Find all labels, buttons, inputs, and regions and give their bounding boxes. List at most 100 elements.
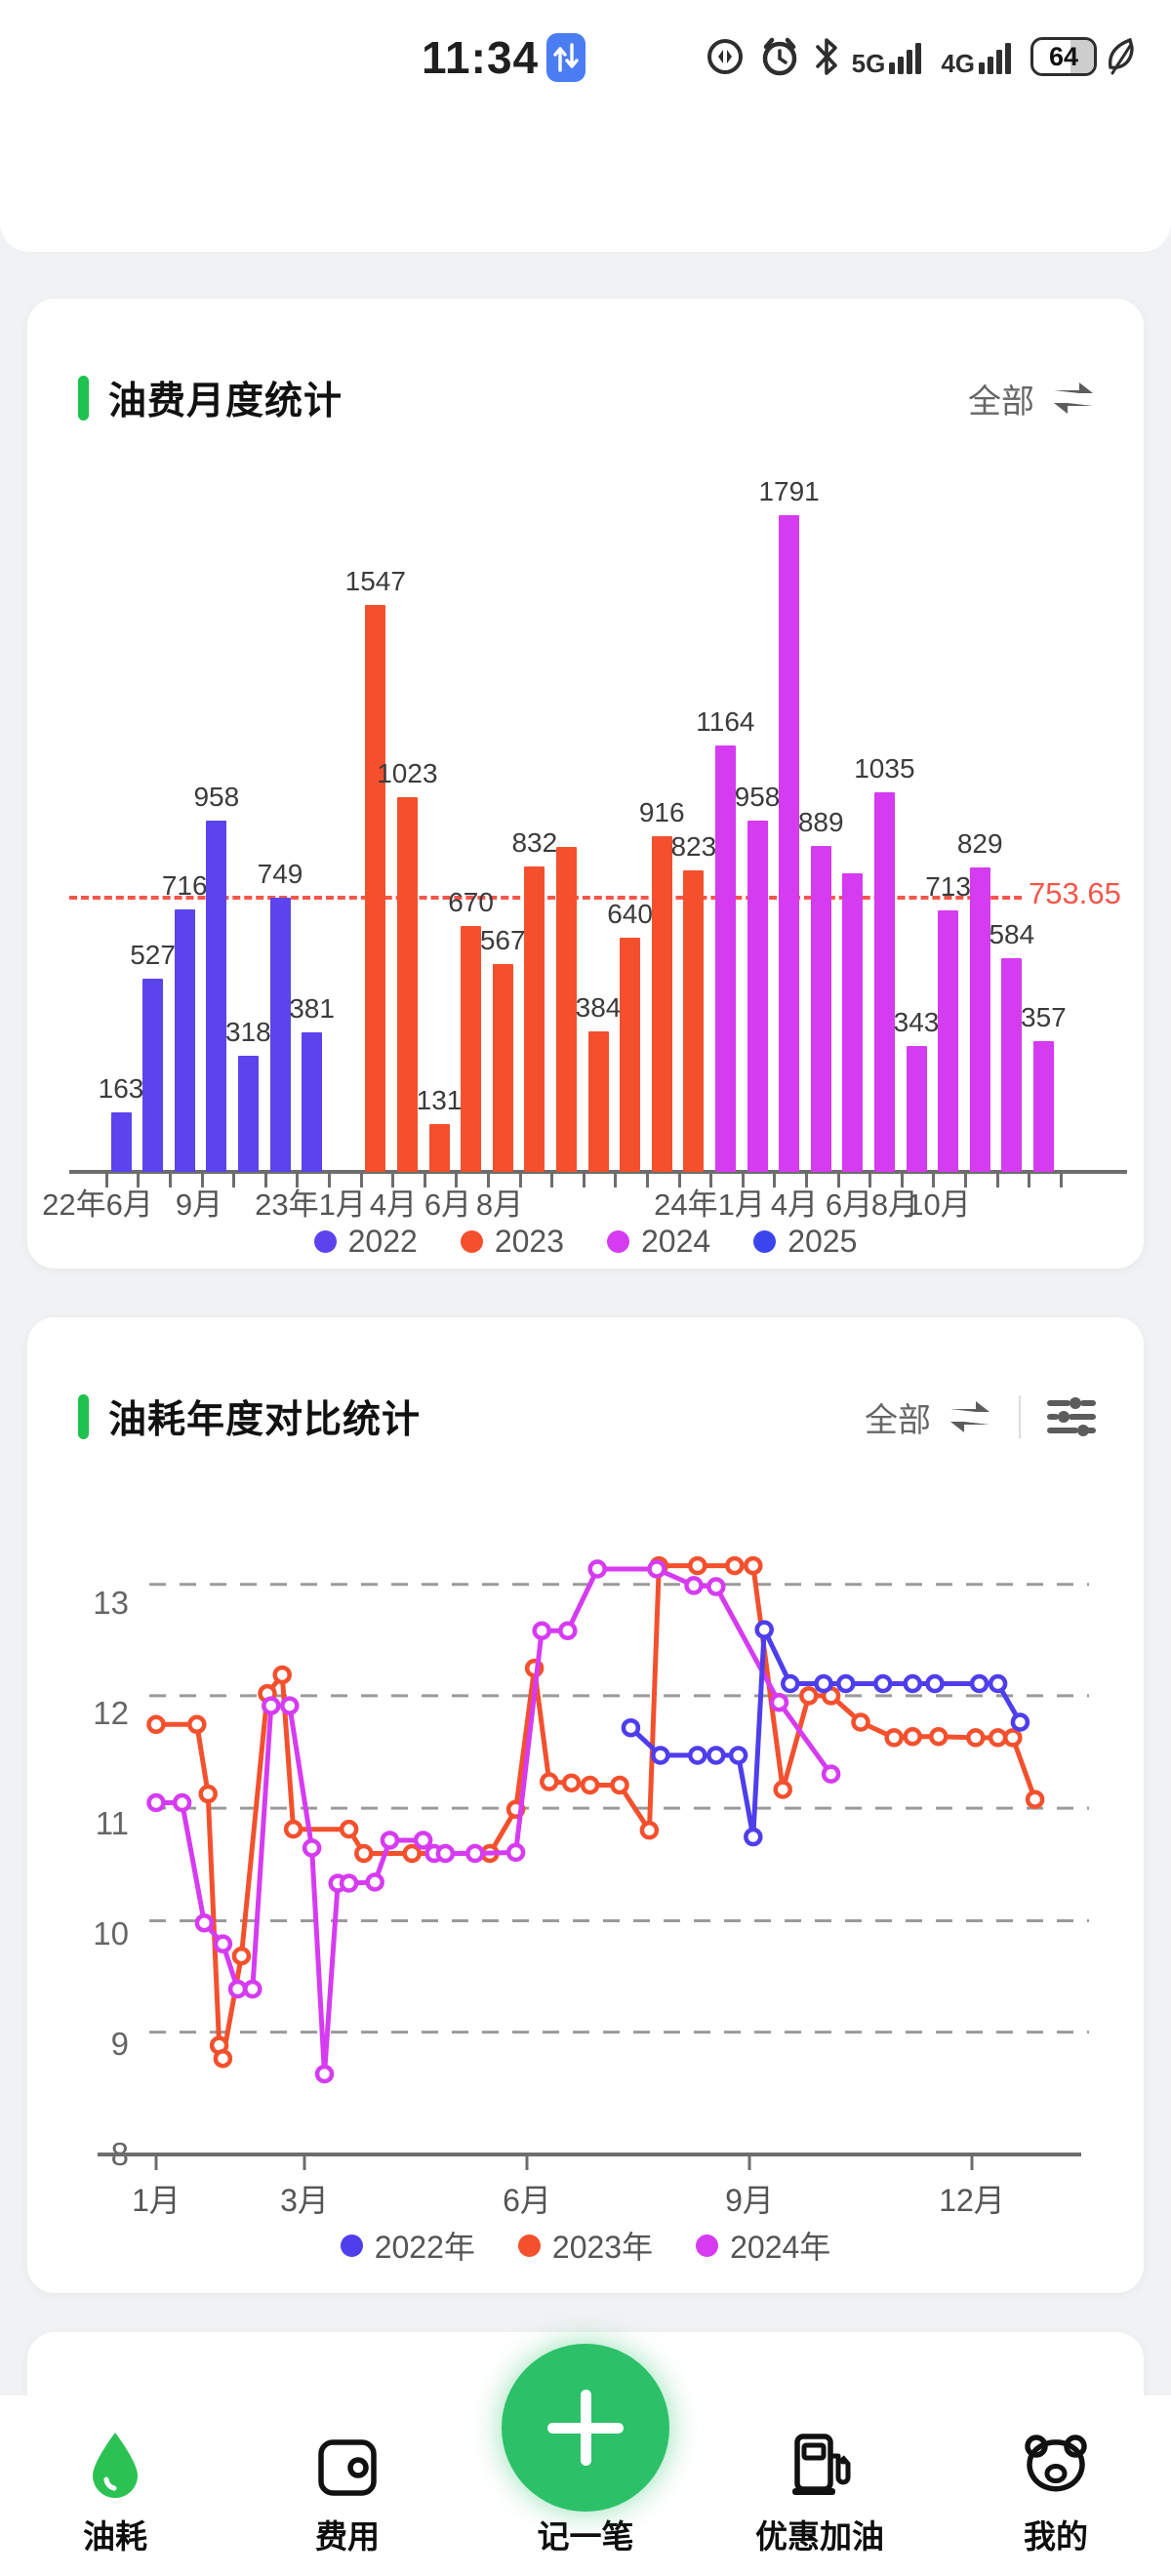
data-point-2022年[interactable] [814,1673,833,1694]
data-point-2022年[interactable] [925,1673,945,1694]
data-point-2023年[interactable] [610,1775,629,1795]
data-point-2022年[interactable] [1010,1712,1030,1732]
bar-2024-343[interactable] [906,1046,927,1172]
legend-item-2024年[interactable]: 2024年 [696,2223,830,2268]
data-point-2024年[interactable] [194,1912,215,1933]
bar-2024-1164[interactable] [714,745,736,1172]
data-point-2023年[interactable] [929,1726,949,1747]
data-point-2024年[interactable] [365,1872,384,1892]
data-point-2024年[interactable] [684,1576,704,1595]
data-point-2023年[interactable] [688,1555,707,1576]
data-point-2024年[interactable] [243,1979,262,1999]
legend-item-2025[interactable]: 2025 [753,1224,857,1260]
data-point-2024年[interactable] [227,1979,248,1999]
bar-2024-357[interactable] [1032,1041,1054,1172]
swap-filter-icon[interactable] [1050,377,1097,420]
data-point-2024年[interactable] [146,1792,166,1813]
settings-sliders-icon[interactable] [1046,1395,1097,1438]
bar-2023-384[interactable] [587,1031,609,1172]
bar-2023-832[interactable] [524,866,545,1172]
data-point-2024年[interactable] [647,1559,666,1579]
data-point-2023年[interactable] [561,1773,582,1792]
data-point-2024年[interactable] [280,1696,300,1715]
bar-2022-318[interactable] [237,1056,259,1172]
data-point-2024年[interactable] [172,1792,192,1813]
data-point-2023年[interactable] [580,1775,600,1795]
data-point-2024年[interactable] [413,1831,433,1850]
legend-item-2022年[interactable]: 2022年 [340,2223,475,2268]
data-point-2022年[interactable] [744,1827,763,1847]
nav-item-profile[interactable]: 我的 [958,2395,1153,2576]
data-point-2023年[interactable] [988,1728,1008,1748]
bar-2024-584[interactable] [1001,958,1023,1172]
data-point-2022年[interactable] [651,1746,670,1765]
bar-2024-829[interactable] [969,867,990,1172]
nav-item-discount-fuel[interactable]: 优惠加油 [722,2395,917,2576]
data-point-2024年[interactable] [435,1843,456,1864]
add-record-button[interactable] [502,2344,669,2512]
data-point-2023年[interactable] [213,2048,233,2069]
legend-item-2023[interactable]: 2023 [460,1224,564,1260]
bar-2022-527[interactable] [142,979,164,1172]
bar-2022-749[interactable] [269,898,291,1172]
bar-2023-823[interactable] [683,870,705,1172]
data-point-2022年[interactable] [728,1746,748,1765]
data-point-2024年[interactable] [302,1838,322,1858]
data-point-2024年[interactable] [707,1577,726,1596]
data-point-2023年[interactable] [1003,1728,1023,1748]
data-point-2023年[interactable] [639,1821,660,1840]
bar-2024-1035[interactable] [873,792,895,1172]
bar-2023-916[interactable] [651,836,672,1172]
series-line-2022年[interactable] [627,1627,1023,1840]
data-point-2022年[interactable] [754,1620,774,1639]
data-point-2022年[interactable] [707,1746,726,1765]
data-point-2024年[interactable] [380,1831,400,1850]
data-point-2024年[interactable] [339,1873,359,1893]
data-point-2023年[interactable] [903,1726,922,1747]
data-point-2022年[interactable] [873,1673,893,1694]
bar-2023-1023[interactable] [396,797,418,1172]
bar-2023-887[interactable] [555,847,577,1172]
data-point-2023年[interactable] [272,1665,292,1685]
bar-2022-163[interactable] [110,1112,132,1172]
data-point-2023年[interactable] [402,1843,422,1864]
data-point-2023年[interactable] [187,1714,207,1735]
legend-item-2022[interactable]: 2022 [313,1224,418,1260]
legend-item-2024[interactable]: 2024 [607,1224,710,1260]
bar-2022-958[interactable] [206,821,227,1172]
legend-item-2023年[interactable]: 2023年 [517,2223,653,2268]
data-point-2024年[interactable] [213,1934,233,1953]
series-line-2023年[interactable] [153,1563,1038,2062]
data-point-2022年[interactable] [688,1746,707,1765]
bar-2024-958[interactable] [747,821,768,1172]
data-point-2023年[interactable] [146,1714,166,1735]
data-point-2023年[interactable] [725,1555,745,1576]
bar-2023-670[interactable] [461,926,482,1172]
nav-item-fuel[interactable]: 油耗 [18,2395,213,2576]
data-point-2023年[interactable] [540,1772,559,1791]
data-point-2024年[interactable] [505,1842,526,1863]
data-point-2023年[interactable] [966,1728,986,1748]
filter-all-label[interactable]: 全部 [968,382,1034,421]
data-point-2023年[interactable] [744,1555,763,1576]
data-point-2023年[interactable] [198,1784,218,1804]
bar-2022-716[interactable] [174,909,195,1172]
data-point-2024年[interactable] [532,1621,551,1640]
data-point-2023年[interactable] [354,1843,374,1864]
data-point-2024年[interactable] [558,1621,578,1640]
data-point-2023年[interactable] [799,1686,819,1706]
data-point-2022年[interactable] [781,1673,800,1694]
data-point-2024年[interactable] [465,1843,485,1864]
bar-2023-1547[interactable] [365,605,386,1172]
data-point-2024年[interactable] [587,1559,607,1579]
data-point-2023年[interactable] [231,1946,252,1966]
data-point-2022年[interactable] [621,1717,641,1738]
data-point-2023年[interactable] [851,1712,870,1732]
nav-item-add-record[interactable]: 记一笔 [488,2395,683,2576]
data-point-2024年[interactable] [262,1696,281,1715]
bar-2024-815[interactable] [842,873,864,1172]
data-point-2023年[interactable] [339,1819,359,1839]
data-point-2022年[interactable] [988,1673,1008,1694]
bar-2024-713[interactable] [938,910,959,1172]
data-point-2023年[interactable] [1025,1790,1045,1809]
